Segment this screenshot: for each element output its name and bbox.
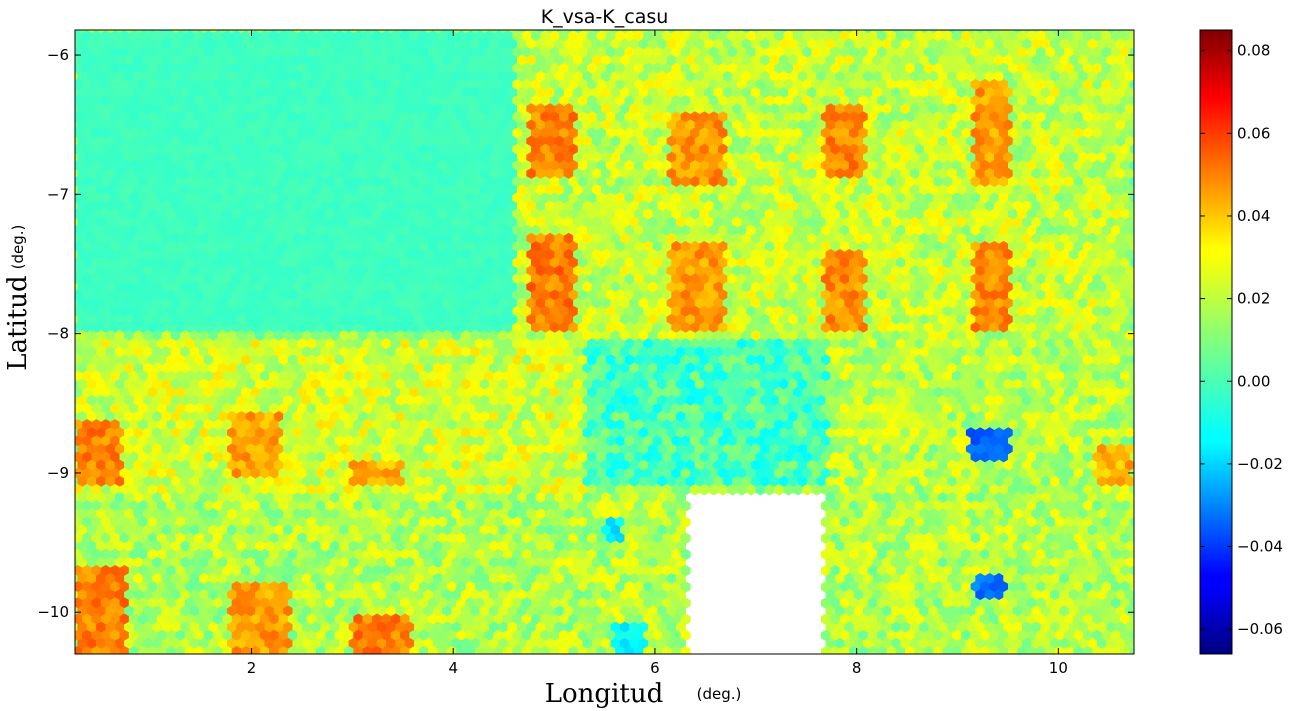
hex-cell [1135, 314, 1144, 325]
hex-cell [1135, 249, 1144, 260]
hex-cell [1135, 363, 1144, 374]
hex-cell [1135, 217, 1144, 228]
hex-cell [1135, 168, 1144, 179]
hex-cell [1135, 233, 1144, 244]
hex-cell [1135, 185, 1144, 196]
hex-cell [1135, 71, 1144, 82]
chart-title: K_vsa-K_casu [541, 6, 669, 28]
hex-cell [1135, 136, 1144, 147]
hex-cell [1135, 55, 1144, 66]
hex-cell [1135, 87, 1144, 98]
hex-cell [1135, 282, 1144, 293]
hex-cell [1135, 104, 1144, 115]
hex-cell [1135, 152, 1144, 163]
hex-cell [1135, 23, 1144, 34]
hex-cell [1135, 298, 1144, 309]
hex-cell [1135, 330, 1144, 341]
hex-cell [1129, 63, 1134, 74]
hexbin-cells [75, 23, 1144, 654]
hex-cell [1135, 266, 1144, 277]
hex-cell [1135, 39, 1144, 50]
hex-cell [1135, 120, 1144, 131]
plot-area: 2 4 6 8 10 −6−7−8−9−10 [37, 23, 1144, 677]
hex-cell [1135, 201, 1144, 212]
hex-cell [1135, 347, 1144, 358]
hex-cell [1129, 30, 1134, 42]
